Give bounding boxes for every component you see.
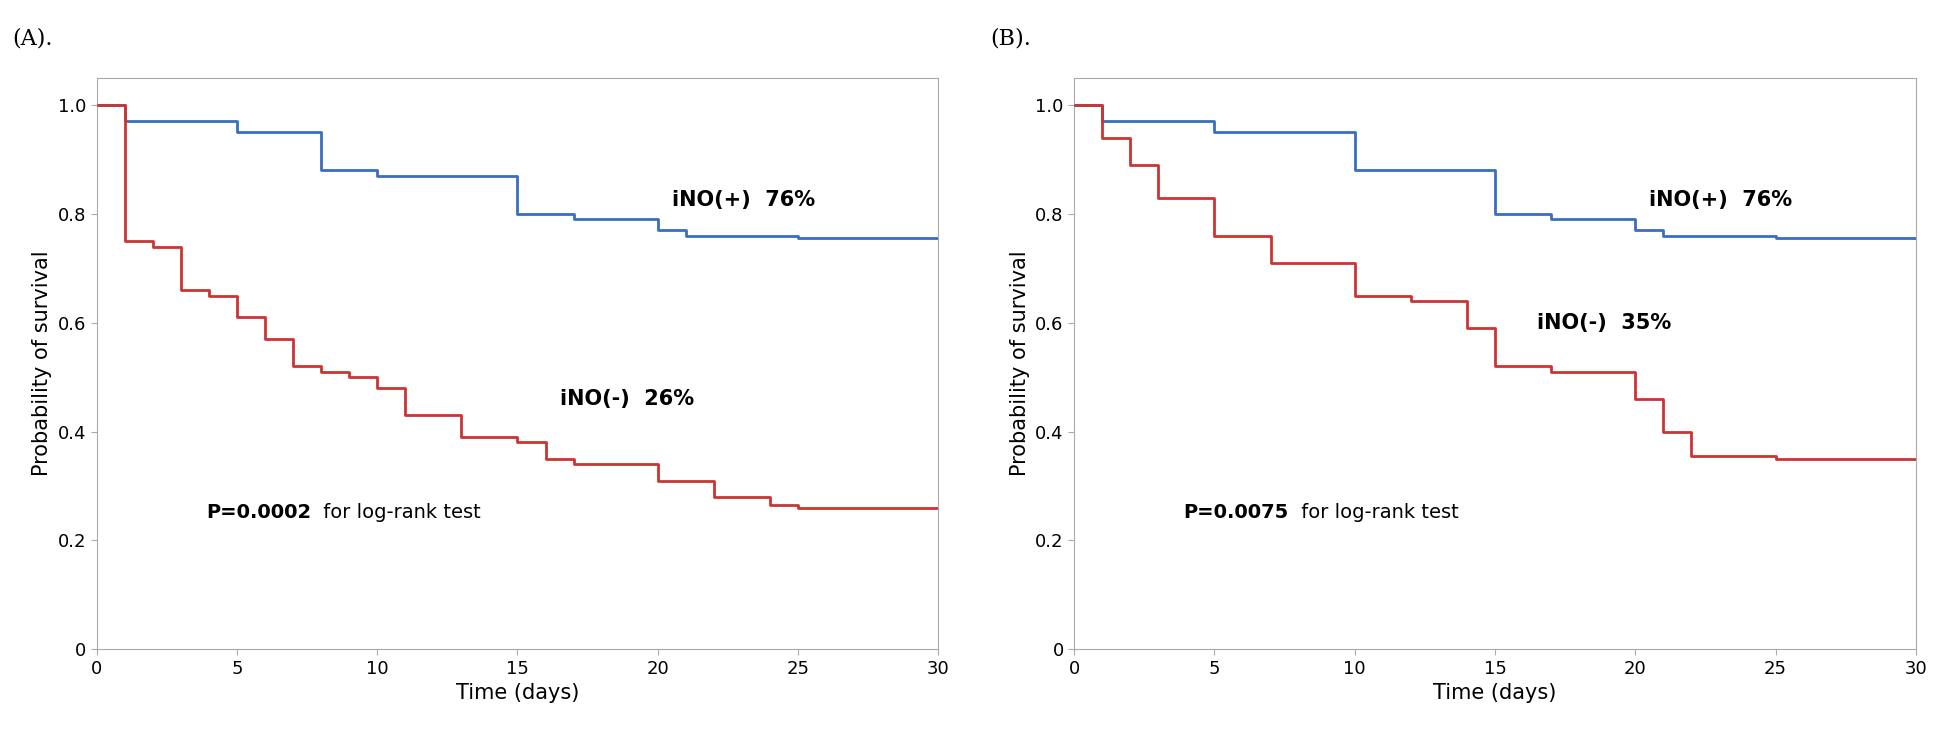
Text: iNO(-)  26%: iNO(-) 26% xyxy=(559,389,694,409)
X-axis label: Time (days): Time (days) xyxy=(456,683,579,703)
Y-axis label: Probability of survival: Probability of survival xyxy=(1009,251,1030,477)
Y-axis label: Probability of survival: Probability of survival xyxy=(31,251,53,477)
Text: iNO(+)  76%: iNO(+) 76% xyxy=(1650,190,1793,211)
Text: iNO(+)  76%: iNO(+) 76% xyxy=(673,190,815,211)
Text: P=0.0002: P=0.0002 xyxy=(205,503,311,522)
Text: (B).: (B). xyxy=(989,27,1030,50)
Text: P=0.0075: P=0.0075 xyxy=(1183,503,1288,522)
Text: for log-rank test: for log-rank test xyxy=(317,503,481,522)
Text: (A).: (A). xyxy=(12,27,53,50)
Text: for log-rank test: for log-rank test xyxy=(1294,503,1458,522)
Text: iNO(-)  35%: iNO(-) 35% xyxy=(1537,313,1672,333)
X-axis label: Time (days): Time (days) xyxy=(1433,683,1556,703)
